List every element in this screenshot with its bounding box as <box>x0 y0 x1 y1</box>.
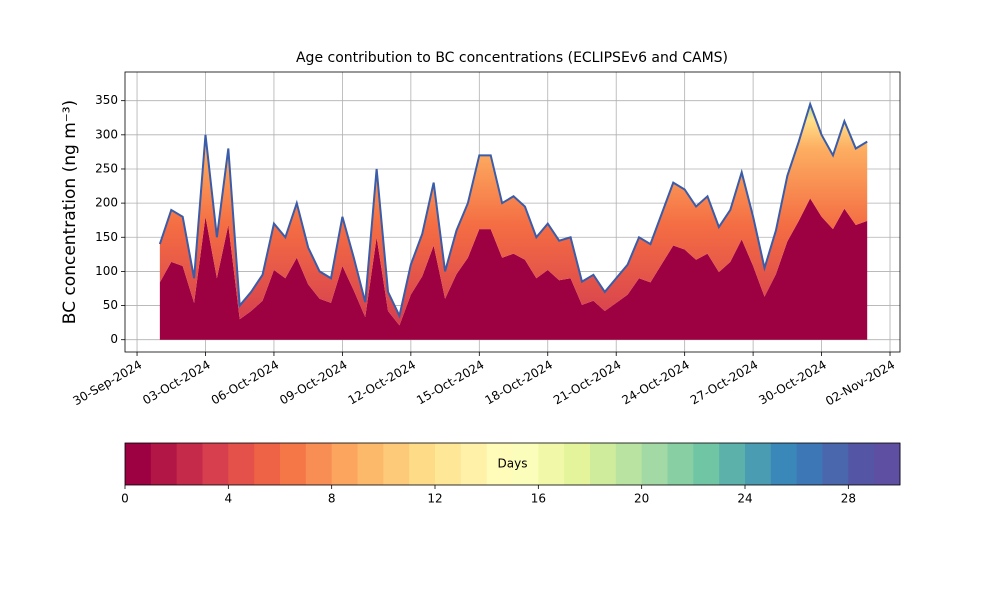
x-tick-label: 12-Oct-2024 <box>346 358 418 408</box>
colorbar-tick-label: 4 <box>225 492 233 506</box>
plot-frame <box>124 71 901 353</box>
colorbar-tick-label: 28 <box>841 492 856 506</box>
colorbar-tick-label: 8 <box>328 492 336 506</box>
colorbar-cell <box>280 443 307 485</box>
x-tick-label: 15-Oct-2024 <box>414 358 486 408</box>
colorbar-frame <box>124 442 901 486</box>
x-tick-label: 24-Oct-2024 <box>619 358 691 408</box>
x-tick-label: 30-Oct-2024 <box>756 358 828 408</box>
colorbar-tick-label: 12 <box>427 492 442 506</box>
y-tick-label: 350 <box>95 93 118 107</box>
x-tick-label: 21-Oct-2024 <box>551 358 623 408</box>
colorbar-cell <box>615 443 643 485</box>
colorbar-cell <box>176 443 203 485</box>
colorbar-label: Days <box>498 457 528 471</box>
colorbar-cell <box>331 443 358 485</box>
y-tick-label: 250 <box>95 161 118 175</box>
area-layer <box>159 198 868 340</box>
colorbar-cell <box>254 443 281 485</box>
x-tick-label: 18-Oct-2024 <box>483 358 555 408</box>
colorbar-tick-label: 16 <box>531 492 546 506</box>
colorbar-cell <box>538 443 565 485</box>
colorbar-cell <box>383 443 410 485</box>
colorbar-cell <box>435 443 462 485</box>
colorbar-cell <box>460 443 488 485</box>
y-tick-label: 0 <box>110 332 118 346</box>
y-tick-label: 50 <box>103 298 118 312</box>
x-tick-label: 06-Oct-2024 <box>209 358 281 408</box>
colorbar-cell <box>564 443 591 485</box>
colorbar-tick-label: 24 <box>737 492 752 506</box>
colorbar-cell <box>409 443 436 485</box>
x-tick-label: 27-Oct-2024 <box>688 358 760 408</box>
colorbar-cell <box>874 443 901 485</box>
colorbar-cell <box>512 443 539 485</box>
colorbar-cell <box>770 443 798 485</box>
colorbar-tick-label: 0 <box>121 492 129 506</box>
y-tick-label: 300 <box>95 127 118 141</box>
x-tick-label: 09-Oct-2024 <box>277 358 349 408</box>
y-axis-label: BC concentration (ng m⁻³) <box>60 100 80 324</box>
x-tick-label: 30-Sep-2024 <box>71 358 145 409</box>
colorbar-cell <box>848 443 875 485</box>
area-layer <box>159 104 868 326</box>
colorbar-cell <box>150 443 178 485</box>
colorbar-cell <box>641 443 668 485</box>
y-tick-label: 100 <box>95 264 118 278</box>
colorbar-cell <box>719 443 746 485</box>
colorbar-cell <box>745 443 772 485</box>
colorbar-cell <box>357 443 384 485</box>
colorbar-cell <box>228 443 255 485</box>
colorbar-cell <box>486 443 513 485</box>
colorbar-tick-label: 20 <box>634 492 649 506</box>
colorbar-cell <box>305 443 333 485</box>
x-tick-label: 02-Nov-2024 <box>823 358 897 409</box>
total-line <box>158 100 868 319</box>
y-tick-label: 200 <box>95 196 118 210</box>
colorbar-cell <box>590 443 617 485</box>
x-tick-label: 03-Oct-2024 <box>140 358 212 408</box>
colorbar-cell <box>667 443 694 485</box>
colorbar-cell <box>796 443 823 485</box>
colorbar-cell <box>822 443 849 485</box>
colorbar-cell <box>693 443 720 485</box>
colorbar-cell <box>125 443 152 485</box>
y-tick-label: 150 <box>95 230 118 244</box>
colorbar-cell <box>202 443 229 485</box>
chart-title: Age contribution to BC concentrations (E… <box>296 50 728 66</box>
